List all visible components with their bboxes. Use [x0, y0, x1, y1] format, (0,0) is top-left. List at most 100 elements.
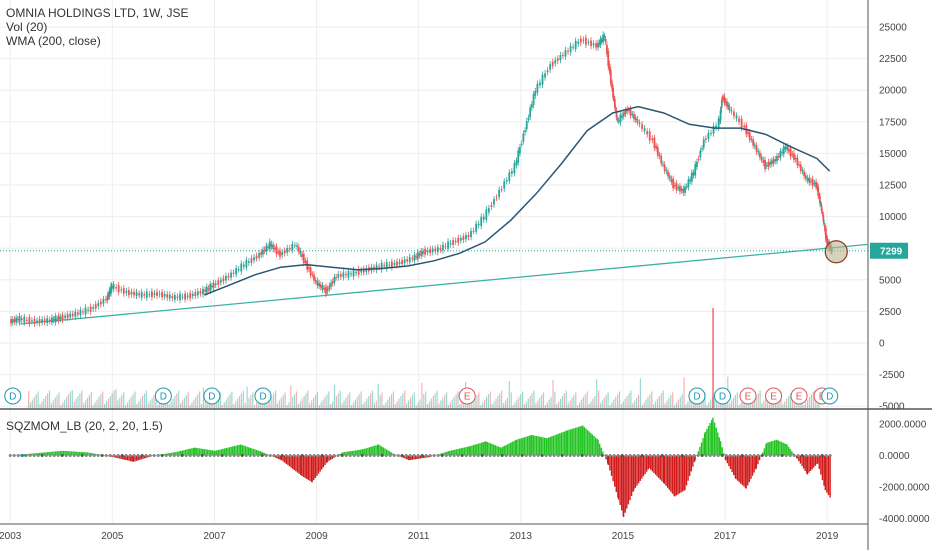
candle-body	[28, 317, 31, 324]
candle-body	[250, 258, 253, 263]
sqz-bar	[282, 455, 284, 462]
sqz-bar	[614, 455, 616, 487]
candle-body	[759, 152, 761, 158]
sqz-dot	[568, 454, 572, 457]
volume-spike	[712, 308, 714, 408]
candle-body	[799, 164, 802, 171]
candle-body	[64, 315, 66, 318]
sqz-dot	[684, 454, 688, 457]
candle-body	[181, 296, 184, 298]
volume-bar	[649, 394, 651, 408]
volume-bar	[681, 394, 683, 408]
sqz-dot	[820, 454, 824, 457]
sqz-bar	[801, 455, 803, 467]
sqz-bar	[46, 452, 49, 456]
candle-body	[225, 275, 227, 281]
sqz-bar	[711, 420, 713, 456]
candle-body	[59, 316, 62, 319]
volume-bar	[288, 402, 290, 408]
candle-body	[595, 43, 598, 48]
volume-bar	[105, 401, 108, 408]
candle-body	[806, 177, 809, 181]
candle-body	[398, 261, 401, 265]
sqz-bar	[704, 431, 707, 456]
sqz-bar	[147, 455, 149, 458]
sqz-dot	[340, 454, 344, 457]
volume-bar	[656, 398, 659, 408]
sqz-bar	[554, 435, 556, 456]
sqz-bar	[596, 438, 598, 456]
y-tick-label: 10000	[879, 212, 907, 223]
sqz-bar	[741, 455, 744, 486]
candle-body	[503, 181, 506, 189]
dividend-marker	[203, 387, 221, 405]
volume-bar	[409, 397, 412, 408]
sqz-bar	[142, 455, 144, 459]
candle-body	[769, 162, 772, 165]
sqz-dot	[392, 454, 396, 457]
candle-body	[108, 290, 111, 297]
candle-body	[668, 175, 671, 179]
volume-bar	[537, 400, 539, 408]
candle-body	[597, 42, 599, 48]
sqz-bar	[647, 455, 649, 470]
event-label: D	[259, 392, 266, 403]
candle-body	[186, 295, 189, 298]
sqz-dot	[680, 454, 684, 457]
sqz-dot	[228, 454, 232, 457]
volume-bar	[596, 379, 598, 408]
candle-body	[611, 82, 613, 89]
volume-bar	[185, 395, 187, 408]
sqz-bar	[56, 451, 58, 456]
sqz-bar	[641, 455, 643, 479]
sqz-bar	[753, 455, 755, 473]
sqz-bar	[249, 447, 251, 456]
sqz-dot	[352, 454, 356, 457]
sqz-bar	[486, 441, 489, 456]
candle-body	[747, 132, 749, 134]
volume-bar	[50, 403, 52, 408]
sqz-bar	[247, 447, 250, 456]
candle-body	[360, 270, 363, 273]
volume-bar	[584, 394, 586, 408]
volume-bar	[28, 391, 30, 408]
sqz-bar	[666, 455, 669, 488]
sqz-bar	[91, 453, 93, 456]
event-label: D	[160, 392, 167, 403]
sqz-bar	[763, 448, 766, 456]
sqz-bar	[50, 451, 52, 456]
sqz-dot	[396, 454, 400, 457]
sqz-bar	[463, 447, 466, 456]
sqz-dot	[488, 454, 492, 457]
volume-bar	[704, 392, 706, 408]
sqz-dot	[132, 454, 136, 457]
volume-bar	[75, 398, 77, 408]
candle-body	[270, 243, 273, 247]
candle-body	[380, 262, 383, 270]
sqz-dot	[532, 454, 536, 457]
sqz-dot	[648, 454, 652, 457]
volume-bar	[193, 399, 195, 408]
candle-body	[242, 264, 245, 267]
candle-body	[318, 283, 321, 287]
sqz-bar	[151, 455, 154, 456]
sqz-dot	[592, 454, 596, 457]
sqz-dot	[72, 454, 76, 457]
volume-bar	[630, 390, 632, 408]
sqz-bar	[372, 446, 374, 456]
candle-body	[740, 118, 743, 128]
candle-body	[813, 183, 816, 185]
candle-body	[345, 273, 347, 276]
volume-bar	[351, 405, 353, 408]
volume-bar	[613, 399, 615, 408]
volume-bar	[567, 403, 569, 408]
candle-body	[309, 267, 312, 276]
candle-body	[517, 150, 520, 163]
volume-bar	[335, 396, 337, 408]
volume-bar	[316, 392, 318, 408]
candle-body	[613, 96, 615, 100]
candle-body	[487, 208, 490, 213]
volume-bar	[611, 402, 613, 408]
